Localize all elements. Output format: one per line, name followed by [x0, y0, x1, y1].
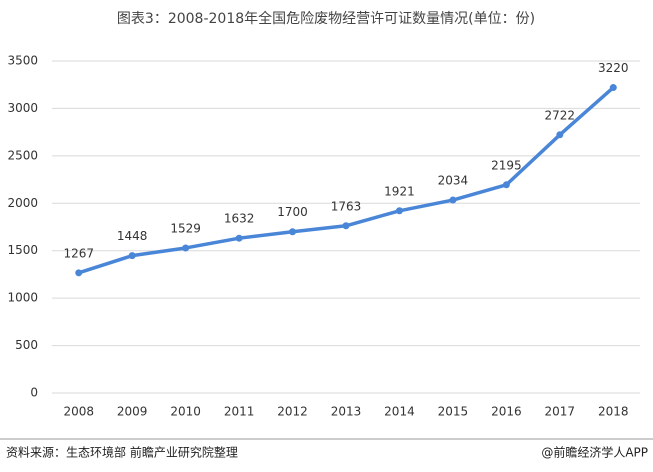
x-tick-label: 2018: [598, 405, 629, 419]
x-tick-label: 2012: [277, 405, 308, 419]
data-point: [609, 84, 617, 92]
brand: @前瞻经济学人APP: [541, 445, 648, 460]
data-point: [289, 228, 297, 236]
y-tick-label: 0: [30, 386, 38, 400]
x-tick-label: 2017: [545, 405, 576, 419]
data-label: 1921: [384, 184, 415, 198]
x-tick-label: 2015: [438, 405, 469, 419]
data-label: 1529: [170, 221, 201, 235]
data-point: [556, 131, 564, 139]
source-note: 资料来源：生态环境部 前瞻产业研究院整理: [6, 445, 238, 460]
x-tick-label: 2009: [117, 405, 148, 419]
data-label: 3220: [598, 61, 629, 75]
x-tick-label: 2010: [170, 405, 201, 419]
data-label: 2034: [438, 174, 469, 188]
x-tick-label: 2016: [491, 405, 522, 419]
y-tick-label: 3000: [7, 101, 38, 115]
x-tick-label: 2008: [63, 405, 94, 419]
chart-title: 图表3：2008-2018年全国危险废物经营许可证数量情况(单位：份): [117, 10, 535, 27]
y-tick-label: 500: [15, 338, 38, 352]
y-tick-label: 1500: [7, 243, 38, 257]
data-label: 1763: [331, 199, 362, 213]
y-tick-label: 2500: [7, 148, 38, 162]
data-point: [342, 222, 350, 230]
data-label: 2722: [545, 108, 576, 122]
data-point: [502, 181, 510, 189]
data-point: [128, 252, 136, 260]
data-label: 1632: [224, 212, 255, 226]
data-label: 1448: [117, 229, 148, 243]
y-tick-label: 2000: [7, 196, 38, 210]
data-label: 2195: [491, 158, 522, 172]
data-label: 1700: [277, 205, 308, 219]
data-point: [449, 196, 457, 204]
x-tick-label: 2013: [331, 405, 362, 419]
data-point: [75, 269, 83, 277]
y-tick-label: 3500: [7, 54, 38, 68]
data-point: [182, 244, 190, 252]
data-point: [235, 234, 243, 242]
data-point: [395, 207, 403, 215]
x-tick-label: 2011: [224, 405, 255, 419]
data-label: 1267: [63, 246, 94, 260]
x-tick-label: 2014: [384, 405, 415, 419]
y-tick-label: 1000: [7, 291, 38, 305]
